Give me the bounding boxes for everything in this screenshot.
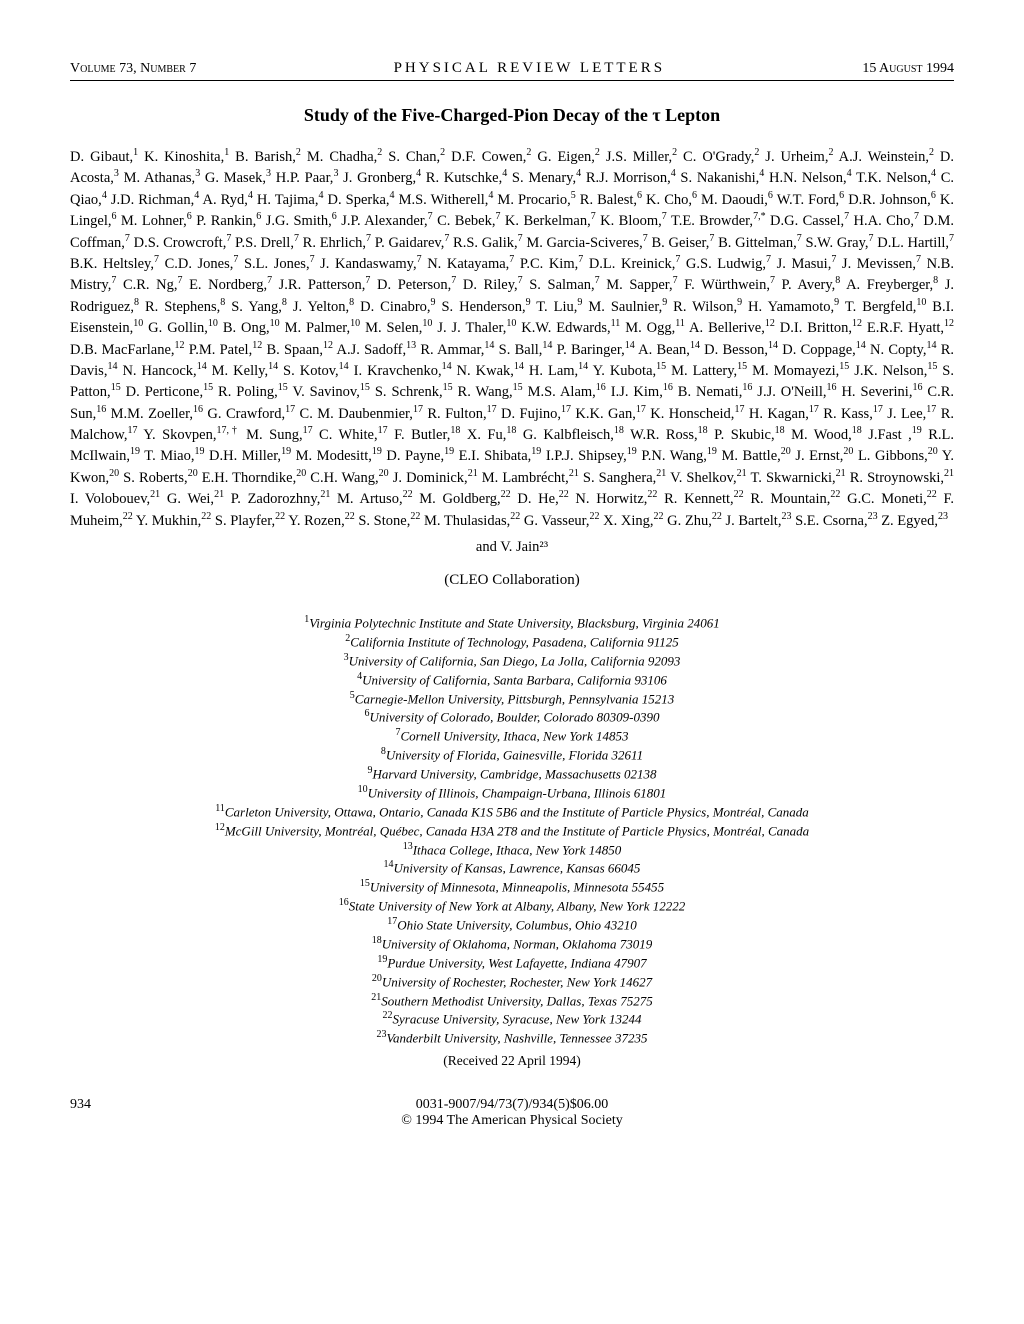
header-rule <box>70 80 954 81</box>
received-date: (Received 22 April 1994) <box>70 1053 954 1069</box>
running-header: Volume 73, Number 7 PHYSICAL REVIEW LETT… <box>70 60 954 77</box>
author-list: D. Gibaut,1 K. Kinoshita,1 B. Barish,2 M… <box>70 146 954 531</box>
article-title: Study of the Five-Charged-Pion Decay of … <box>70 105 954 126</box>
header-journal: PHYSICAL REVIEW LETTERS <box>394 60 666 77</box>
footer-identifier: 0031-9007/94/73(7)/934(5)$06.00 <box>130 1097 894 1113</box>
footer-copyright: © 1994 The American Physical Society <box>130 1113 894 1129</box>
author-tail: and V. Jain²³ <box>70 539 954 556</box>
page-number: 934 <box>70 1097 130 1113</box>
affiliation-list: 1Virginia Polytechnic Institute and Stat… <box>70 613 954 1047</box>
header-date: 15 August 1994 <box>862 61 954 77</box>
collaboration-name: (CLEO Collaboration) <box>70 572 954 589</box>
page-footer: 934 0031-9007/94/73(7)/934(5)$06.00 © 19… <box>70 1097 954 1129</box>
header-volume: Volume 73, Number 7 <box>70 61 196 77</box>
